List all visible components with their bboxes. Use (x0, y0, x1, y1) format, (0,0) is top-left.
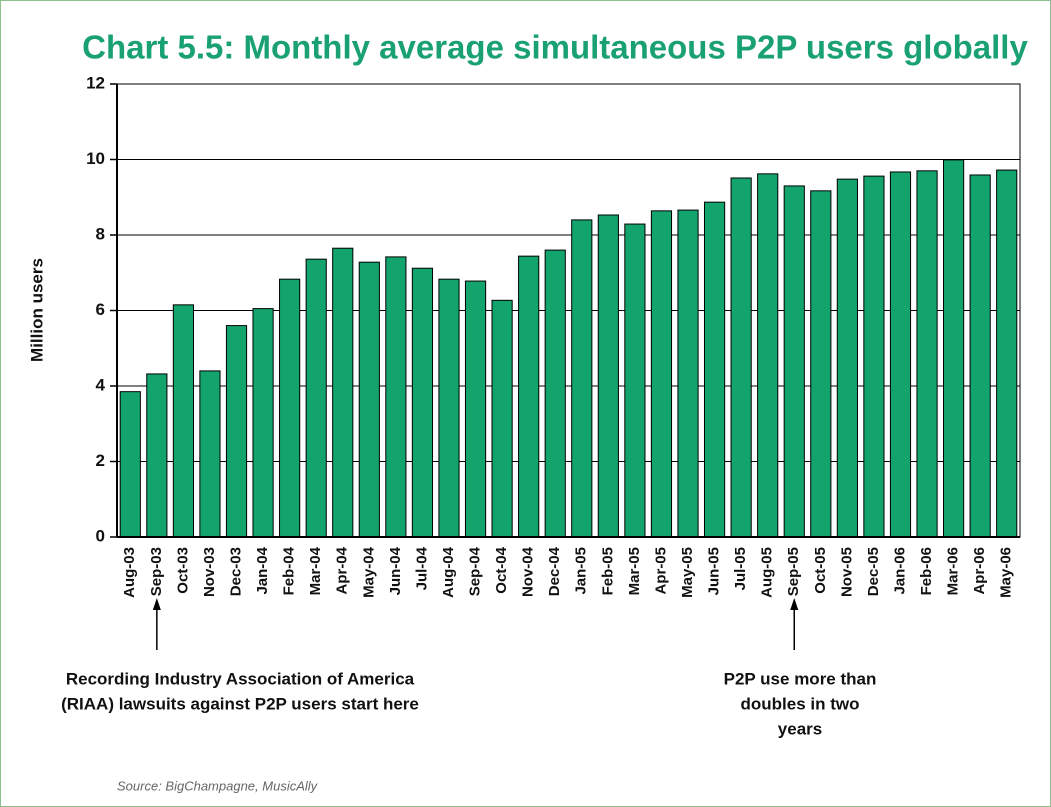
x-tick-label: May-06 (998, 547, 1015, 598)
bar (916, 170, 938, 538)
bar (279, 278, 301, 538)
x-tick-label: Jun-04 (387, 546, 404, 595)
bar (571, 219, 593, 538)
x-tick-label: Mar-04 (307, 546, 324, 595)
bar (677, 209, 699, 538)
bar (943, 159, 965, 538)
chart-title: Chart 5.5: Monthly average simultaneous … (82, 29, 1028, 66)
x-tick-label: Sep-03 (148, 547, 165, 596)
bar (491, 299, 513, 538)
bar (305, 258, 327, 538)
x-tick-label: Jan-05 (573, 547, 590, 595)
bar (730, 177, 752, 538)
bar (597, 214, 619, 538)
source: Source: BigChampagne, MusicAlly (117, 778, 319, 793)
bar (544, 249, 566, 538)
y-axis-label: Million users (27, 258, 46, 362)
bar (518, 255, 540, 538)
x-tick-label: Apr-05 (652, 547, 669, 595)
x-tick-label: Feb-06 (918, 547, 935, 595)
bar (836, 178, 858, 538)
y-tick-label: 6 (96, 300, 105, 319)
bar (172, 304, 194, 538)
y-tick-label: 12 (86, 73, 105, 92)
annotation: (RIAA) lawsuits against P2P users start … (61, 694, 419, 713)
bar (703, 201, 726, 538)
y-tick-label: 0 (96, 526, 105, 545)
x-tick-label: Mar-05 (626, 547, 643, 595)
x-tick-label: Jul-05 (732, 547, 749, 590)
x-tick-label: Nov-05 (838, 547, 855, 597)
bar (624, 223, 646, 538)
annotation: doubles in two (741, 694, 860, 713)
bar (757, 173, 779, 538)
x-tick-label: Mar-06 (945, 547, 962, 595)
y-tick-label: 2 (96, 451, 105, 470)
x-tick-label: Nov-04 (520, 546, 537, 597)
arrow-head (790, 598, 799, 610)
bar (889, 171, 912, 538)
bar (810, 190, 832, 538)
x-tick-label: Dec-04 (546, 546, 563, 596)
bar (969, 174, 991, 538)
x-tick-label: Nov-03 (201, 547, 218, 597)
bar (783, 185, 805, 538)
bar (199, 370, 221, 538)
arrow-head (152, 598, 161, 610)
x-tick-label: Apr-06 (971, 547, 988, 595)
y-tick-label: 10 (86, 149, 105, 168)
x-tick-label: May-05 (679, 547, 696, 598)
y-tick-label: 8 (96, 224, 105, 243)
bar (385, 256, 407, 538)
bar (146, 373, 168, 538)
x-tick-label: Aug-04 (440, 546, 457, 597)
x-tick-label: Jul-04 (413, 546, 430, 590)
bar (650, 210, 673, 538)
x-tick-label: Aug-05 (759, 547, 776, 598)
bar (464, 280, 487, 538)
x-tick-label: Oct-05 (812, 547, 829, 594)
annotation: P2P use more than (724, 669, 877, 688)
x-tick-label: Jan-06 (891, 547, 908, 595)
bar (996, 169, 1018, 538)
x-tick-label: Feb-05 (599, 547, 616, 595)
x-tick-label: Apr-04 (334, 546, 351, 594)
bar (225, 325, 248, 538)
x-tick-label: Sep-04 (467, 546, 484, 596)
bar (119, 391, 141, 538)
bar (411, 267, 434, 538)
x-tick-label: Feb-04 (281, 546, 298, 595)
annotation: Recording Industry Association of Americ… (66, 669, 415, 688)
bar (863, 175, 885, 538)
x-tick-label: Oct-04 (493, 546, 510, 593)
x-tick-label: May-04 (360, 546, 377, 598)
bar (438, 278, 460, 538)
x-tick-label: Oct-03 (174, 547, 191, 594)
x-tick-label: Dec-03 (227, 547, 244, 596)
annotation: years (778, 719, 822, 738)
x-tick-label: Dec-05 (865, 547, 882, 596)
bar (358, 261, 380, 538)
bar (252, 308, 274, 538)
x-tick-label: Jan-04 (254, 546, 271, 594)
x-tick-label: Jun-05 (706, 547, 723, 595)
x-tick-label: Sep-05 (785, 547, 802, 596)
bar (332, 247, 354, 538)
x-tick-label: Aug-03 (121, 547, 138, 598)
y-tick-label: 4 (96, 375, 106, 394)
